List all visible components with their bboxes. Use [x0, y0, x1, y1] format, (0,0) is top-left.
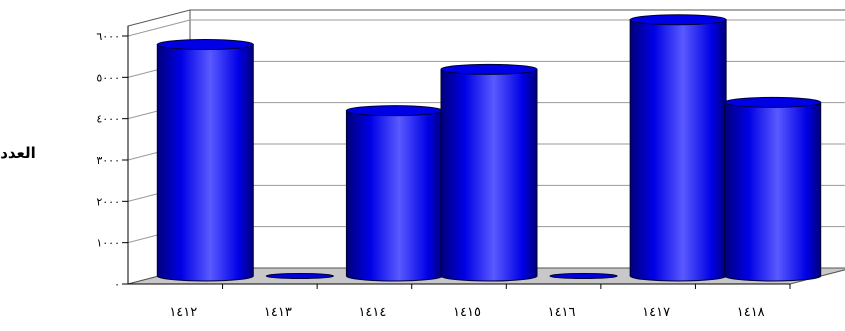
bar-top-zero [549, 273, 618, 279]
x-tick-label: ١٤١٢ [169, 305, 197, 320]
y-tick-label: ٦٠٠٠ [96, 30, 120, 43]
bar-body [629, 19, 727, 282]
bars [156, 14, 822, 282]
x-axis: ١٤١٢ ١٤١٣ ١٤١٤ ١٤١٥ ١٤١٦ ١٤١٧ ١٤١٨ [128, 283, 791, 320]
bar-top [629, 14, 727, 26]
bar [549, 273, 618, 279]
bar-body [440, 68, 538, 282]
bar-top [156, 39, 254, 51]
bar-body [724, 101, 822, 282]
y-tick-label: ٠ [114, 278, 120, 291]
x-tick-label: ١٤١٥ [453, 305, 481, 320]
y-tick-label: ١٠٠٠ [96, 237, 120, 250]
bar [629, 14, 727, 282]
bar [156, 39, 254, 282]
x-tick-label: ١٤١٧ [642, 305, 670, 320]
y-tick-label: ٣٠٠٠ [96, 154, 120, 167]
y-tick-label: ٢٠٠٠ [96, 195, 120, 208]
y-axis: ٠ ١٠٠٠ ٢٠٠٠ ٣٠٠٠ ٤٠٠٠ ٥٠٠٠ ٦٠٠٠ [96, 26, 129, 291]
gridline-side [127, 19, 191, 37]
bar-top [345, 105, 443, 117]
bar-top [724, 96, 822, 108]
bar [440, 63, 538, 282]
x-tick-label: ١٤١٨ [737, 305, 765, 320]
bar [265, 273, 334, 279]
bar-top-zero [265, 273, 334, 279]
x-tick-label: ١٤١٦ [548, 305, 576, 320]
y-tick-label: ٥٠٠٠ [96, 71, 120, 84]
bar [724, 96, 822, 282]
x-tick-label: ١٤١٣ [264, 305, 292, 320]
y-tick-label: ٤٠٠٠ [96, 113, 120, 126]
bar [345, 105, 443, 282]
bar-body [345, 110, 443, 282]
bar-top [440, 63, 538, 75]
x-tick-label: ١٤١٤ [358, 305, 386, 320]
y-axis-label: العدد [0, 144, 36, 162]
bar-body [156, 44, 254, 282]
